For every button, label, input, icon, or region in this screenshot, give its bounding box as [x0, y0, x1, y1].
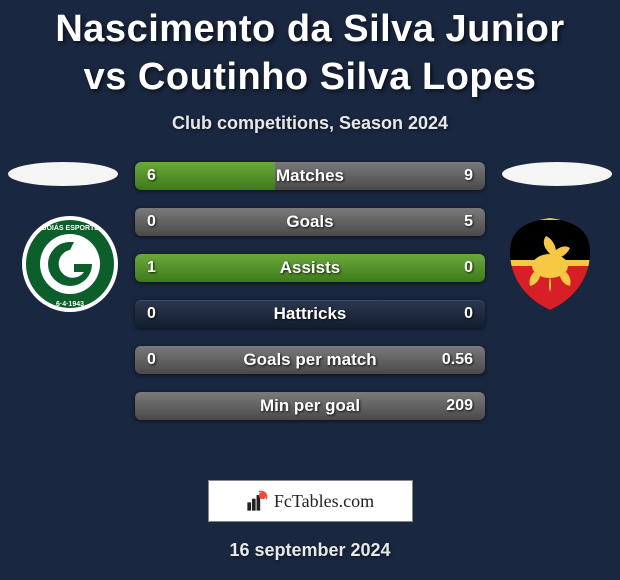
stat-value-right: 0	[452, 300, 485, 328]
stat-fill-right	[135, 392, 485, 420]
stat-row: Assists10	[135, 254, 485, 282]
stat-value-left: 0	[135, 300, 168, 328]
stat-fill-right	[135, 346, 485, 374]
goias-crest-icon: GOIÁS ESPORTE 6·4·1943	[20, 214, 120, 314]
comparison-area: GOIÁS ESPORTE 6·4·1943	[0, 162, 620, 462]
page-title: Nascimento da Silva Junior vs Coutinho S…	[0, 0, 620, 101]
brand-text: FcTables.com	[274, 491, 374, 512]
stat-fill-right	[275, 162, 485, 190]
stat-row: Goals05	[135, 208, 485, 236]
stat-fill-right	[135, 208, 485, 236]
stat-label: Hattricks	[135, 300, 485, 328]
comparison-bars: Matches69 Goals05 Assists10 Hattricks0 0 Goal…	[135, 162, 485, 420]
sport-recife-crest-icon	[500, 214, 600, 314]
svg-text:GOIÁS ESPORTE: GOIÁS ESPORTE	[41, 223, 99, 232]
right-jersey-placeholder	[502, 162, 612, 186]
stat-fill-left	[135, 254, 485, 282]
left-team-crest: GOIÁS ESPORTE 6·4·1943	[20, 214, 120, 314]
fctables-logo-icon	[246, 490, 268, 512]
stat-fill-left	[135, 162, 275, 190]
brand-box[interactable]: FcTables.com	[208, 480, 413, 522]
left-jersey-placeholder	[8, 162, 118, 186]
stat-row: Goals per match00.56	[135, 346, 485, 374]
subtitle: Club competitions, Season 2024	[0, 113, 620, 134]
stat-row: Hattricks0 0	[135, 300, 485, 328]
date-line: 16 september 2024	[0, 540, 620, 561]
stat-row: Min per goal209	[135, 392, 485, 420]
svg-text:6·4·1943: 6·4·1943	[56, 301, 84, 308]
right-team-crest	[500, 214, 600, 314]
stat-row: Matches69	[135, 162, 485, 190]
